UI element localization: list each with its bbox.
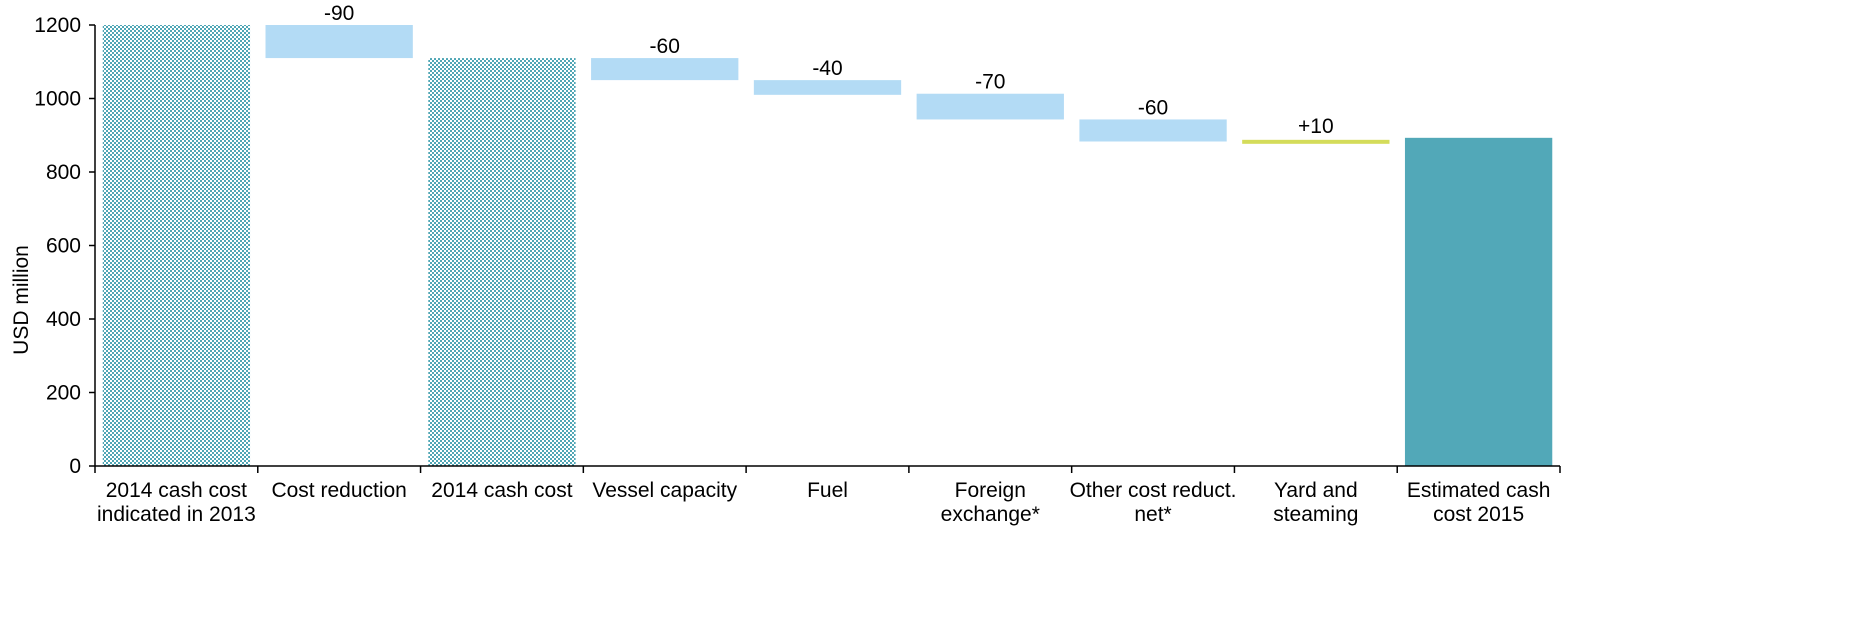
bar-3 <box>428 58 576 466</box>
y-tick-label: 400 <box>46 308 81 331</box>
category-label-5: Fuel <box>807 479 848 502</box>
axis-layer: 0 200 400 600 800 1000 1200 <box>34 14 1561 478</box>
category-label-2: Cost reduction <box>271 479 406 502</box>
data-label-2: -90 <box>324 2 354 25</box>
bar-7 <box>1079 119 1227 142</box>
bars-layer <box>102 25 1553 466</box>
y-tick-label: 0 <box>69 455 81 478</box>
y-tick-label: 1000 <box>34 88 81 111</box>
category-label-6: Foreign exchange* <box>941 479 1040 526</box>
bar-8 <box>1242 139 1390 144</box>
y-tick-label: 200 <box>46 382 81 405</box>
category-label-7: Other cost reduct. net* <box>1070 479 1237 526</box>
category-label-1: 2014 cash cost indicated in 2013 <box>97 479 256 526</box>
data-label-8: +10 <box>1298 115 1334 138</box>
bar-4 <box>591 58 739 81</box>
bar-5 <box>753 80 902 95</box>
y-tick-label: 600 <box>46 235 81 258</box>
category-label-3: 2014 cash cost <box>431 479 572 502</box>
data-label-4: -60 <box>650 35 680 58</box>
data-label-7: -60 <box>1138 96 1168 119</box>
data-label-5: -40 <box>812 57 842 80</box>
y-tick-label: 1200 <box>34 14 81 37</box>
y-tick-label: 800 <box>46 161 81 184</box>
category-label-9: Estimated cash cost 2015 <box>1407 479 1551 526</box>
labels-layer: -90 -60 -40 -70 -60 +10 2014 cash cost indicate… <box>97 2 1550 526</box>
bar-6 <box>916 93 1064 120</box>
category-label-8: Yard and steaming <box>1273 479 1358 526</box>
bar-9 <box>1404 137 1553 466</box>
y-axis-title: USD million <box>10 245 33 355</box>
category-label-4: Vessel capacity <box>592 479 737 502</box>
bar-1 <box>102 25 251 466</box>
data-label-6: -70 <box>975 71 1005 94</box>
bar-2 <box>265 25 413 59</box>
